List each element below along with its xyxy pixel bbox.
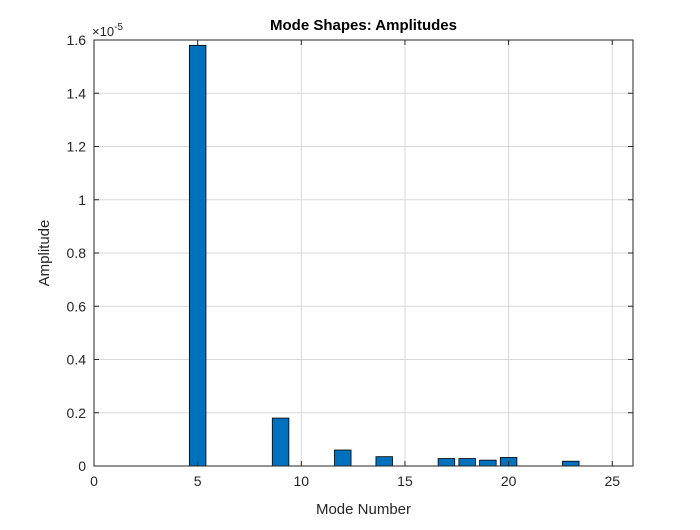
y-tick-label: 0 xyxy=(78,458,86,474)
bar-mode-9 xyxy=(271,417,290,467)
exponent-base: ×10 xyxy=(92,24,114,39)
chart-title: Mode Shapes: Amplitudes xyxy=(270,17,457,34)
x-axis-label: Mode Number xyxy=(316,501,411,518)
bars xyxy=(188,44,580,467)
exponent-power: -5 xyxy=(114,22,123,33)
y-tick-label: 0.4 xyxy=(67,352,87,368)
y-tick-label: 1.4 xyxy=(67,85,87,101)
grid xyxy=(93,39,633,467)
x-tick-label: 15 xyxy=(397,473,413,489)
x-tick-label: 0 xyxy=(90,473,98,489)
y-tick-label: 1.6 xyxy=(67,32,87,48)
bar-mode-23 xyxy=(562,460,580,467)
y-tick-label: 1.2 xyxy=(67,139,87,155)
bar-mode-14 xyxy=(375,456,393,467)
bar-mode-17 xyxy=(437,458,456,467)
y-tick-label: 0.2 xyxy=(67,405,87,421)
bar-mode-5 xyxy=(188,44,207,467)
y-axis-exponent: ×10-5 xyxy=(92,22,123,39)
x-tick-label: 20 xyxy=(501,473,517,489)
x-tick-label: 5 xyxy=(194,473,202,489)
x-tick-label: 25 xyxy=(604,473,620,489)
ticks: 0 5 10 15 20 25 0 0.2 0.4 0.6 0.8 1 1.2 1.4 1.6 xyxy=(67,32,633,489)
y-tick-label: 0.6 xyxy=(67,298,87,314)
bar-mode-18 xyxy=(458,458,476,467)
x-tick-label: 10 xyxy=(294,473,310,489)
y-tick-label: 0.8 xyxy=(67,245,87,261)
bar-mode-12 xyxy=(334,449,352,467)
y-axis-label: Amplitude xyxy=(36,220,53,287)
y-tick-label: 1 xyxy=(78,192,86,208)
bar-mode-19 xyxy=(479,459,497,467)
